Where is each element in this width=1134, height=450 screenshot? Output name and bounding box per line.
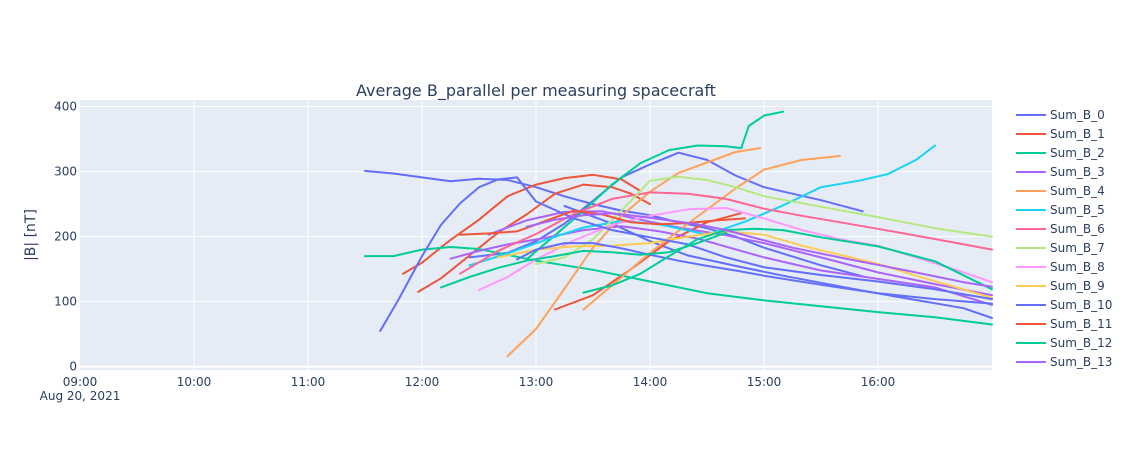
legend-item[interactable]: Sum_B_0 [1016,108,1105,122]
y-tick-label: 400 [54,100,77,114]
legend-label: Sum_B_11 [1050,317,1112,331]
series-line-sum-b-2[interactable] [364,246,993,326]
series-line-sum-b-4[interactable] [506,147,762,358]
legend-item[interactable]: Sum_B_1 [1016,127,1105,141]
legend-label: Sum_B_10 [1050,298,1112,312]
series-line-sum-b-5[interactable] [468,144,936,267]
legend-item[interactable]: Sum_B_8 [1016,260,1105,274]
x-tick-label: 09:00 [63,375,98,389]
series-line-sum-b-0[interactable] [468,151,864,259]
series-line-sum-b-13[interactable] [525,212,993,288]
series-line-sum-b-7[interactable] [535,175,993,265]
series-lines [364,110,993,358]
x-tick-label: 12:00 [405,375,440,389]
legend-item[interactable]: Sum_B_6 [1016,222,1105,236]
series-line-sum-b-0[interactable] [364,169,864,278]
legend-item[interactable]: Sum_B_2 [1016,146,1105,160]
legend-label: Sum_B_1 [1050,127,1105,141]
legend-item[interactable]: Sum_B_10 [1016,298,1112,312]
x-tick-label: 10:00 [177,375,212,389]
legend-label: Sum_B_7 [1050,241,1105,255]
y-axis-title: |B| [nT] [23,209,39,261]
series-line-sum-b-1[interactable] [402,173,642,275]
y-tick-label: 300 [54,165,77,179]
grid-lines [80,100,992,370]
legend-item[interactable]: Sum_B_7 [1016,241,1105,255]
x-tick-label: 11:00 [291,375,326,389]
x-tick-label: 15:00 [747,375,782,389]
legend-item[interactable]: Sum_B_4 [1016,184,1105,198]
x-tick-label: 13:00 [519,375,554,389]
legend-label: Sum_B_5 [1050,203,1105,217]
y-tick-label: 200 [54,230,77,244]
series-line-sum-b-2[interactable] [525,110,784,261]
legend-label: Sum_B_3 [1050,165,1105,179]
legend-item[interactable]: Sum_B_9 [1016,279,1105,293]
chart-title: Average B_parallel per measuring spacecr… [356,81,716,101]
series-line-sum-b-12[interactable] [440,231,727,289]
series-line-sum-b-10[interactable] [379,176,993,332]
legend-label: Sum_B_4 [1050,184,1105,198]
legend-label: Sum_B_13 [1050,355,1112,369]
x-tick-label: 16:00 [861,375,896,389]
legend-label: Sum_B_2 [1050,146,1105,160]
series-line-sum-b-10[interactable] [516,242,993,305]
y-tick-label: 0 [69,360,77,374]
axis-ticks: 09:00 10:00 11:00 12:00 13:00 14:00 15:00 16:00… [54,100,895,389]
y-tick-label: 100 [54,295,77,309]
series-line-sum-b-3[interactable] [449,225,993,306]
legend[interactable]: Sum_B_0 Sum_B_1 Sum_B_2 Sum_B_3 Sum_B_4 Sum_B… [1016,108,1112,369]
legend-item[interactable]: Sum_B_3 [1016,165,1105,179]
series-line-sum-b-9[interactable] [497,230,993,299]
legend-item[interactable]: Sum_B_12 [1016,336,1112,350]
legend-item[interactable]: Sum_B_5 [1016,203,1105,217]
legend-label: Sum_B_8 [1050,260,1105,274]
legend-label: Sum_B_12 [1050,336,1112,350]
x-tick-label: 14:00 [633,375,668,389]
x-axis-date-label: Aug 20, 2021 [40,389,121,403]
legend-label: Sum_B_6 [1050,222,1105,236]
legend-label: Sum_B_9 [1050,279,1105,293]
series-line-sum-b-12[interactable] [582,227,993,294]
series-line-sum-b-6[interactable] [459,191,993,275]
series-line-sum-b-4[interactable] [582,155,841,311]
legend-item[interactable]: Sum_B_11 [1016,317,1112,331]
legend-item[interactable]: Sum_B_13 [1016,355,1112,369]
legend-label: Sum_B_0 [1050,108,1105,122]
series-line-sum-b-3[interactable] [487,210,993,297]
